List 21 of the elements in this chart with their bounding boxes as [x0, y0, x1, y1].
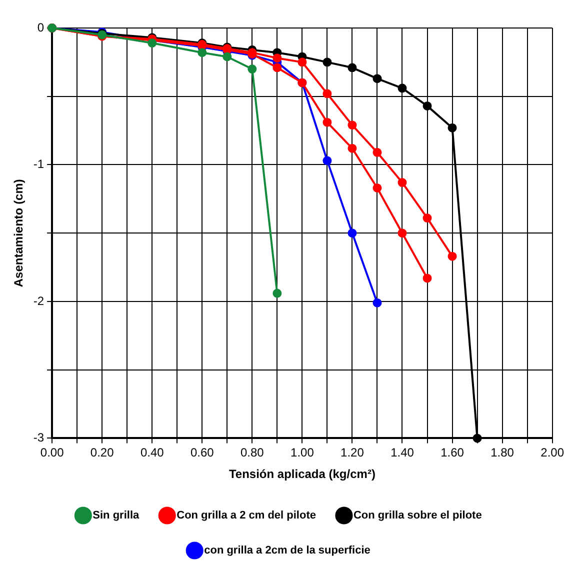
legend-label: Con grilla sobre el pilote	[353, 510, 482, 522]
x-tick-label: 2.00	[540, 446, 564, 460]
legend-label: Con grilla a 2 cm del pilote	[176, 510, 316, 522]
x-tick-label: 0.60	[190, 446, 214, 460]
y-tick-label: -1	[33, 157, 44, 172]
x-tick-label: 1.20	[340, 446, 364, 460]
y-tick-label: -3	[33, 430, 44, 445]
legend-label: Sin grilla	[92, 510, 140, 522]
y-tick-label: -2	[33, 294, 44, 308]
y-axis-title: Asentamiento (cm)	[12, 179, 26, 288]
legend-label: con grilla a 2cm de la superficie	[204, 544, 370, 557]
x-tick-label: 0.80	[240, 446, 264, 460]
x-axis-title: Tensión aplicada (kg/cm²)	[228, 467, 376, 482]
x-tick-label: 0.40	[140, 446, 164, 460]
x-tick-label: 1.40	[390, 446, 414, 460]
y-tick-label: 0	[37, 20, 44, 34]
x-tick-label: 1.80	[490, 446, 514, 460]
x-tick-label: 1.00	[290, 446, 314, 460]
x-tick-label: 0.20	[90, 446, 114, 460]
x-tick-label: 1.60	[440, 446, 464, 460]
x-tick-label: 0.00	[40, 446, 64, 460]
